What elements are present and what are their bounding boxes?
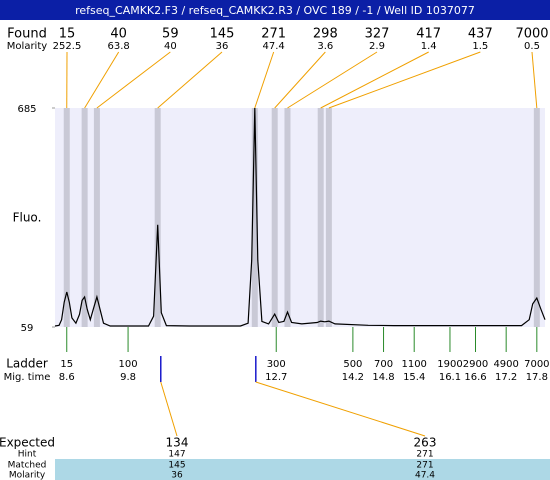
peak-connector xyxy=(84,51,120,109)
y-tick-label: 59 xyxy=(21,323,34,334)
peak-connector xyxy=(531,51,538,109)
mig-time-label: Mig. time xyxy=(4,372,51,383)
y-axis-label: Fluo. xyxy=(13,211,42,225)
found-molarity: 3.6 xyxy=(317,41,333,52)
matched-band xyxy=(55,459,550,480)
found-label: Found xyxy=(7,27,47,42)
ladder-size: 4900 xyxy=(493,359,518,370)
found-molarity: 40 xyxy=(164,41,177,52)
ladder-size: 300 xyxy=(267,359,286,370)
expected-value: 145 xyxy=(168,461,185,471)
peak-band xyxy=(63,108,70,327)
peak-band xyxy=(284,108,291,327)
ladder-time: 16.6 xyxy=(464,372,486,383)
peak-connector xyxy=(254,51,275,109)
y-tick-label: 685 xyxy=(17,104,36,115)
ladder-size: 2900 xyxy=(463,359,488,370)
found-size: 327 xyxy=(365,27,390,42)
expected-row-label: Molarity xyxy=(9,471,46,480)
ladder-time: 12.7 xyxy=(265,372,287,383)
expected-connector xyxy=(255,381,426,437)
found-size: 40 xyxy=(110,27,127,42)
ladder-size: 500 xyxy=(343,359,362,370)
found-molarity: 2.9 xyxy=(369,41,385,52)
peak-connector xyxy=(96,51,171,109)
found-size: 417 xyxy=(416,27,441,42)
peak-band xyxy=(271,108,278,327)
ladder-time: 15.4 xyxy=(403,372,425,383)
found-molarity: 1.5 xyxy=(472,41,488,52)
ladder-time: 14.8 xyxy=(372,372,394,383)
title-bar xyxy=(0,0,550,20)
expected-value: 47.4 xyxy=(415,471,435,480)
found-size: 7000 xyxy=(515,27,548,42)
found-size: 271 xyxy=(261,27,286,42)
expected-value: 147 xyxy=(168,450,185,460)
found-size: 437 xyxy=(468,27,493,42)
peak-connector xyxy=(287,51,378,109)
expected-row-label: Hint xyxy=(18,450,37,460)
expected-value: 36 xyxy=(171,471,183,480)
found-size: 298 xyxy=(313,27,338,42)
ladder-label: Ladder xyxy=(6,357,48,371)
found-size: 15 xyxy=(59,27,76,42)
expected-row-label: Expected xyxy=(0,436,55,450)
peak-band xyxy=(251,108,258,327)
ladder-size: 1100 xyxy=(401,359,426,370)
ladder-size: 15 xyxy=(60,359,73,370)
peak-band xyxy=(533,108,540,327)
expected-value: 263 xyxy=(414,436,437,450)
expected-value: 134 xyxy=(166,436,189,450)
peak-connector xyxy=(328,51,481,109)
ladder-size: 7000 xyxy=(524,359,549,370)
ladder-time: 16.1 xyxy=(439,372,461,383)
found-molarity: 63.8 xyxy=(108,41,130,52)
peak-band xyxy=(93,108,100,327)
found-size: 59 xyxy=(162,27,179,42)
peak-band xyxy=(154,108,161,327)
found-molarity: 36 xyxy=(216,41,229,52)
ladder-time: 9.8 xyxy=(120,372,136,383)
plot-area xyxy=(55,108,545,327)
ladder-time: 17.8 xyxy=(526,372,548,383)
found-size: 145 xyxy=(210,27,235,42)
ladder-size: 100 xyxy=(119,359,138,370)
peak-band xyxy=(81,108,88,327)
peak-connector xyxy=(320,51,429,109)
found-molarity: 0.5 xyxy=(524,41,540,52)
ladder-size: 700 xyxy=(374,359,393,370)
molarity-label: Molarity xyxy=(7,41,47,52)
chart-title: refseq_CAMKK2.F3 / refseq_CAMKK2.R3 / OV… xyxy=(75,4,475,17)
ladder-time: 17.2 xyxy=(495,372,517,383)
ladder-time: 8.6 xyxy=(59,372,75,383)
expected-value: 271 xyxy=(416,461,433,471)
found-molarity: 47.4 xyxy=(263,41,285,52)
trace-line xyxy=(54,107,546,327)
expected-connector xyxy=(160,381,178,437)
expected-row-label: Matched xyxy=(8,461,47,471)
peak-connector xyxy=(274,51,326,109)
found-molarity: 252.5 xyxy=(53,41,82,52)
ladder-time: 14.2 xyxy=(342,372,364,383)
expected-value: 271 xyxy=(416,450,433,460)
found-molarity: 1.4 xyxy=(421,41,437,52)
peak-band xyxy=(317,108,324,327)
ladder-size: 1900 xyxy=(437,359,462,370)
peak-connector xyxy=(157,51,223,109)
peak-band xyxy=(325,108,332,327)
